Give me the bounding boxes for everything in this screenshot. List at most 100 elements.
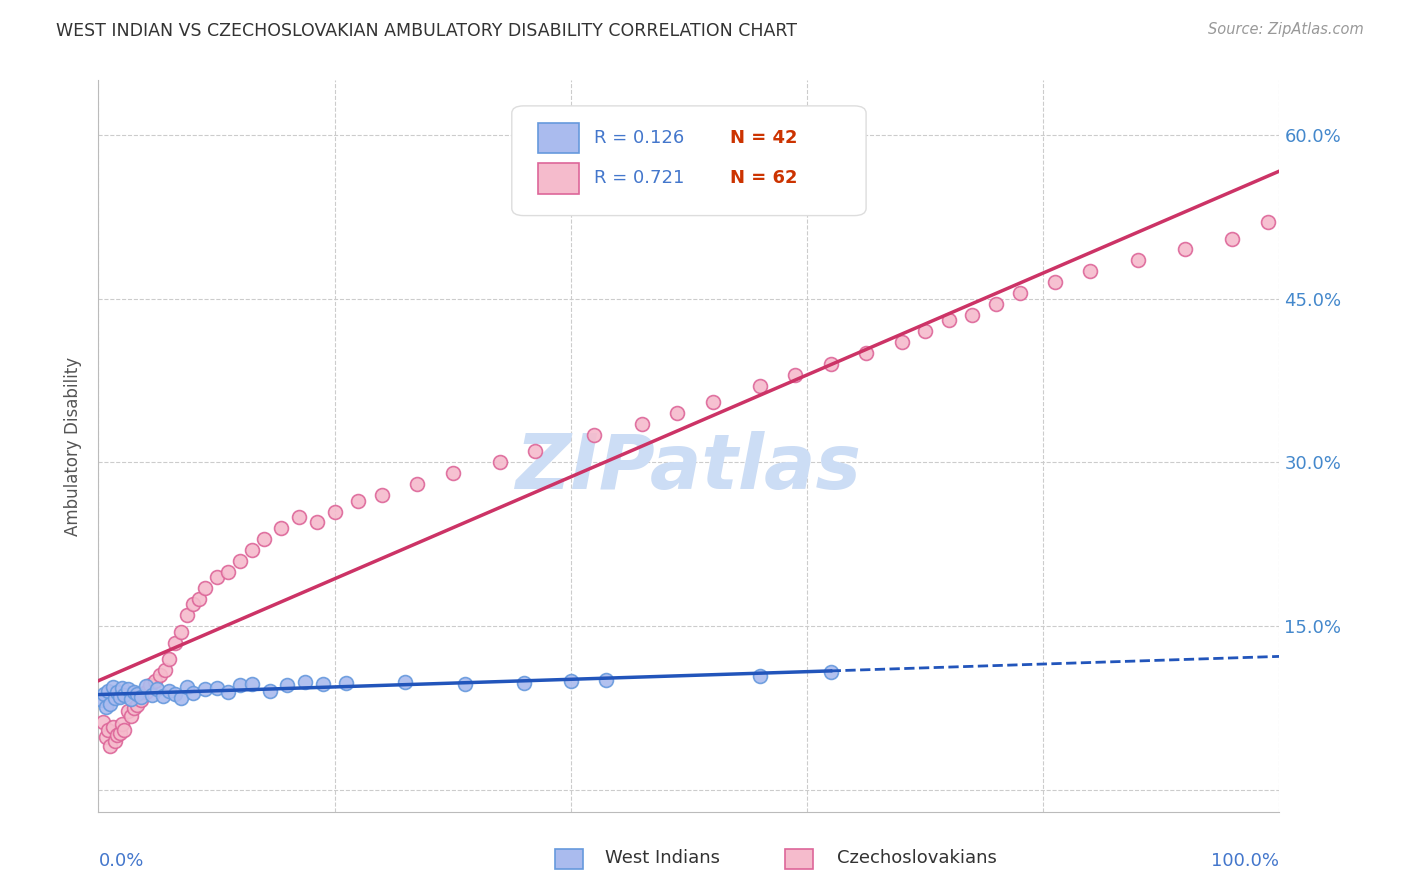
Point [312,677,335,691]
FancyBboxPatch shape [512,106,866,216]
Point [489,455,512,469]
Text: R = 0.721: R = 0.721 [595,169,685,186]
Point [253,532,276,546]
Point [170,624,193,639]
Point [129,693,152,707]
Point [217,565,239,579]
Point [152,689,174,703]
Point [98,739,121,754]
Point [143,673,166,688]
Point [139,678,162,692]
Point [157,652,180,666]
Point [524,444,547,458]
Point [217,684,239,698]
Point [855,346,877,360]
Point [112,688,135,702]
Point [1126,253,1149,268]
Point [630,417,652,432]
Point [962,308,984,322]
Point [108,726,131,740]
Point [785,368,807,382]
Point [305,516,328,530]
Point [394,674,416,689]
Point [1080,264,1102,278]
FancyBboxPatch shape [537,163,579,194]
Point [176,680,198,694]
Point [93,687,115,701]
Point [111,717,134,731]
Point [205,681,228,696]
Point [820,357,842,371]
Point [135,684,157,698]
Point [97,723,120,737]
Text: R = 0.126: R = 0.126 [595,129,685,147]
FancyBboxPatch shape [537,123,579,153]
Point [187,591,209,606]
Point [135,679,157,693]
Point [153,663,176,677]
Point [702,395,724,409]
Point [111,681,134,696]
Point [127,698,149,712]
Point [1008,286,1031,301]
Point [105,728,128,742]
Point [205,570,228,584]
Point [146,682,169,697]
Point [122,684,145,698]
Point [666,406,689,420]
Text: Source: ZipAtlas.com: Source: ZipAtlas.com [1208,22,1364,37]
Point [181,597,204,611]
Point [127,687,149,701]
Point [1257,215,1279,229]
Point [560,673,582,688]
Point [176,608,198,623]
Point [240,677,263,691]
Point [748,379,770,393]
Point [453,677,475,691]
Text: WEST INDIAN VS CZECHOSLOVAKIAN AMBULATORY DISABILITY CORRELATION CHART: WEST INDIAN VS CZECHOSLOVAKIAN AMBULATOR… [56,22,797,40]
Point [583,428,606,442]
Text: West Indians: West Indians [605,849,720,867]
Point [276,678,298,692]
Point [1220,231,1243,245]
Point [117,682,139,697]
Point [441,467,464,481]
Point [270,521,292,535]
Point [117,704,139,718]
Point [121,708,143,723]
Text: 100.0%: 100.0% [1212,852,1279,870]
Point [122,701,145,715]
Point [98,697,121,711]
Point [104,691,127,706]
Point [165,687,187,701]
Point [820,665,842,679]
Point [91,715,114,730]
Point [104,733,127,747]
Point [108,690,131,704]
Point [1043,275,1066,289]
Point [165,635,187,649]
Point [371,488,394,502]
Point [1174,243,1197,257]
Point [240,542,263,557]
Point [94,731,117,745]
Point [101,680,124,694]
Point [170,691,193,706]
Point [335,676,357,690]
Point [101,720,124,734]
Text: N = 42: N = 42 [730,129,797,147]
Text: N = 62: N = 62 [730,169,797,186]
Point [97,683,120,698]
Point [91,693,114,707]
Point [129,690,152,704]
Point [229,554,252,568]
Point [938,313,960,327]
Text: ZIPatlas: ZIPatlas [516,431,862,505]
Point [149,668,172,682]
Point [141,688,163,702]
Point [121,692,143,706]
Point [294,674,316,689]
Point [595,673,617,687]
Point [194,682,217,697]
Point [323,504,346,518]
